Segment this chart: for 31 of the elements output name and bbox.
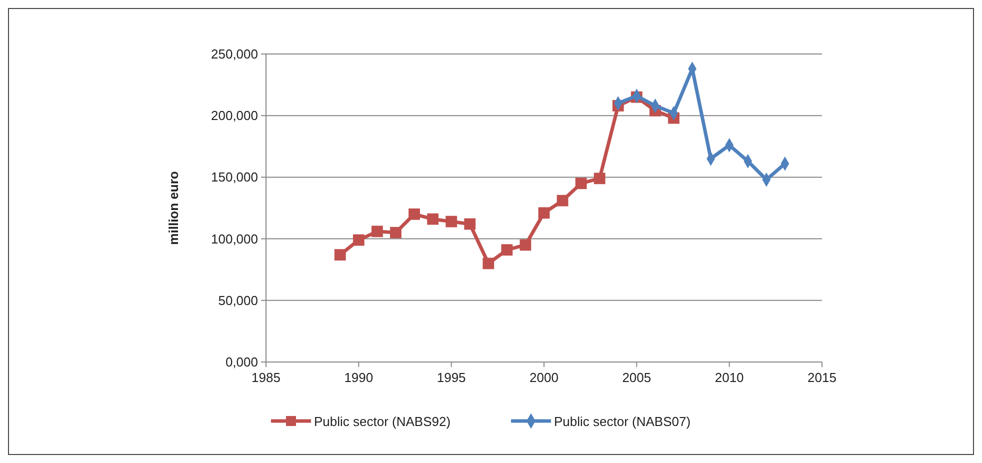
- legend-label: Public sector (NABS92): [314, 414, 451, 429]
- x-tick-label: 1990: [344, 370, 374, 385]
- point: [446, 216, 458, 228]
- x-tick-label: 2005: [622, 370, 652, 385]
- y-tick-label: 200,000: [211, 108, 258, 124]
- y-tick-label: 150,000: [211, 170, 258, 185]
- x-tick-label: 1985: [252, 370, 280, 385]
- y-tick-label: 0,000: [225, 354, 258, 370]
- point: [538, 207, 550, 219]
- point: [575, 178, 587, 190]
- point: [372, 226, 383, 238]
- y-tick-label: 250,000: [211, 46, 258, 62]
- point: [427, 213, 438, 225]
- point: [501, 244, 513, 256]
- x-tick-label: 2000: [530, 370, 558, 385]
- point: [464, 218, 476, 230]
- point: [594, 172, 606, 184]
- point: [352, 234, 364, 246]
- x-tick-label: 2010: [714, 370, 744, 385]
- point: [390, 226, 402, 238]
- y-axis-title: million euro: [166, 171, 181, 245]
- point: [556, 194, 568, 206]
- x-tick-label: 1995: [436, 370, 466, 385]
- legend-label: Public sector (NABS07): [554, 414, 691, 429]
- point: [408, 208, 420, 220]
- x-tick-label: 2015: [808, 370, 836, 385]
- point: [482, 258, 494, 270]
- y-tick-label: 100,000: [211, 231, 258, 246]
- y-tick-label: 50,000: [218, 292, 258, 308]
- point: [520, 239, 532, 251]
- point: [334, 249, 346, 261]
